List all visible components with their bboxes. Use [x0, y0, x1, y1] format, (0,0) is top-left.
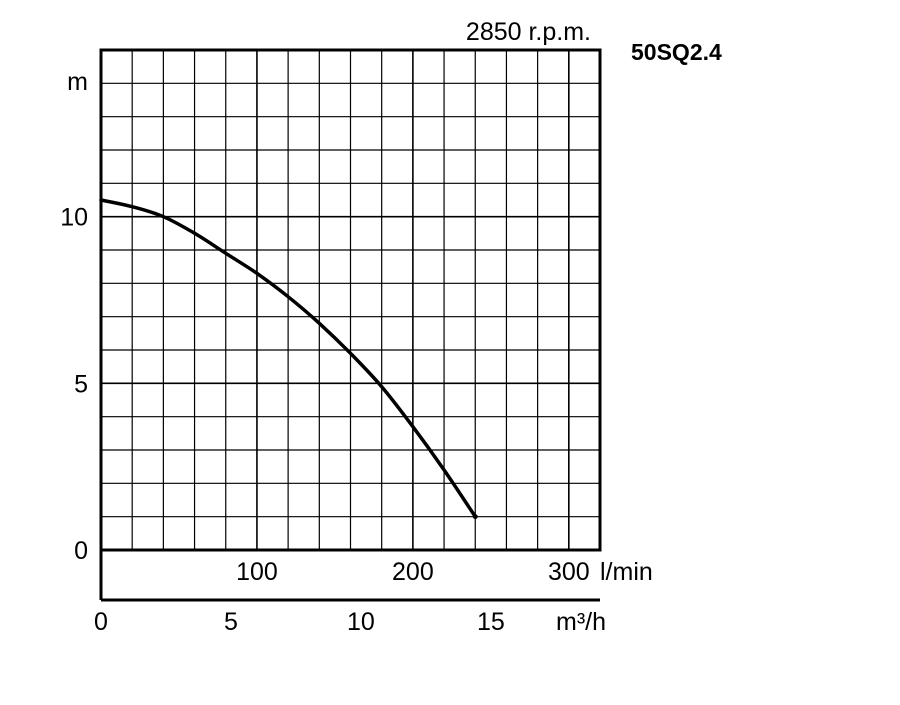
- y-tick-label: 10: [60, 204, 88, 232]
- x-tick-label-lmin: 300: [548, 558, 590, 586]
- x-tick-label-lmin: 100: [236, 558, 278, 586]
- x-tick-label-m3h: 5: [224, 608, 238, 636]
- plot-border: [99, 48, 602, 552]
- x-axis-label-secondary: m³/h: [556, 608, 606, 636]
- x-tick-label-m3h: 15: [477, 608, 505, 636]
- y-axis-label: m: [67, 68, 88, 96]
- x-axis-label-primary: l/min: [600, 558, 653, 586]
- y-tick-label: 5: [74, 370, 88, 398]
- plot-frame: [99, 48, 602, 602]
- grid: [101, 50, 600, 550]
- speed-label: 2850 r.p.m.: [466, 18, 591, 46]
- x-tick-label-m3h: 10: [347, 608, 375, 636]
- x-tick-label-lmin: 200: [392, 558, 434, 586]
- curve-end-point: [472, 514, 478, 520]
- y-tick-label: 0: [74, 537, 88, 565]
- model-label: 50SQ2.4: [631, 39, 722, 65]
- curve-layer: [99, 198, 478, 520]
- label-layer: 2850 r.p.m. 50SQ2.4 m l/min m³/h 0510100…: [60, 18, 722, 636]
- x-tick-label-m3h: 0: [94, 608, 108, 636]
- performance-curve: [99, 198, 478, 519]
